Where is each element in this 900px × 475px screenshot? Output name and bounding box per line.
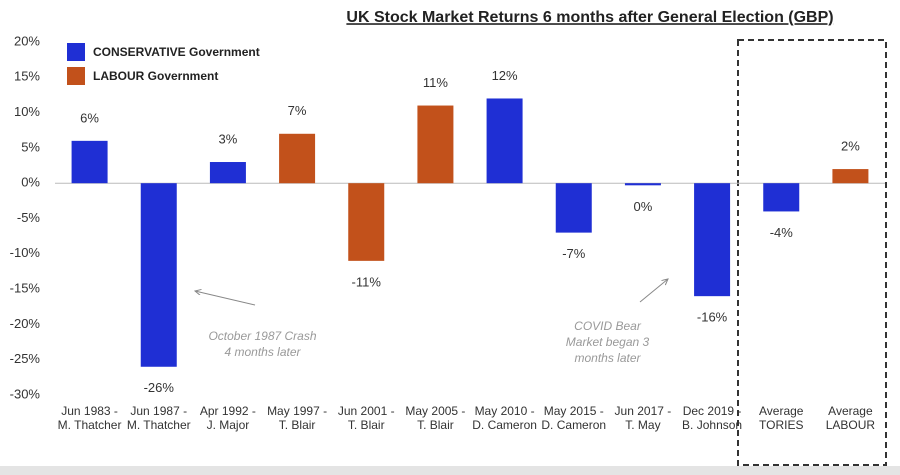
bar bbox=[624, 183, 661, 186]
legend-swatch bbox=[67, 43, 85, 61]
value-label: 7% bbox=[288, 103, 307, 118]
bottom-strip bbox=[0, 466, 900, 475]
arrow bbox=[639, 279, 668, 303]
annotation: October 1987 Crash 4 months later bbox=[208, 329, 317, 359]
x-tick-label: Average LABOUR bbox=[825, 404, 876, 432]
bar bbox=[279, 133, 316, 184]
value-label: -7% bbox=[562, 246, 586, 261]
x-tick-label: May 2010 - D. Cameron bbox=[472, 404, 537, 432]
bar bbox=[140, 183, 177, 367]
bar bbox=[348, 183, 385, 261]
y-tick-label: -25% bbox=[10, 351, 41, 366]
x-tick-label: Apr 1992 - J. Major bbox=[199, 404, 256, 432]
x-tick-label: Jun 1987 - M. Thatcher bbox=[126, 404, 191, 432]
value-label: 6% bbox=[80, 110, 99, 125]
x-tick-label: May 2005 - T. Blair bbox=[405, 404, 466, 432]
x-tick-label: Dec 2019 - B. Johnson bbox=[682, 404, 743, 432]
value-label: -4% bbox=[770, 225, 794, 240]
bar bbox=[71, 140, 108, 184]
bar bbox=[694, 183, 731, 297]
y-tick-label: -15% bbox=[10, 281, 41, 296]
y-tick-label: -30% bbox=[10, 386, 41, 401]
x-tick-label: Average TORIES bbox=[758, 404, 804, 432]
average-box bbox=[737, 39, 887, 466]
legend-label: LABOUR Government bbox=[93, 69, 218, 83]
x-tick-label: May 2015 - D. Cameron bbox=[541, 404, 607, 432]
bar bbox=[417, 105, 454, 184]
y-tick-label: 20% bbox=[14, 33, 40, 48]
legend-label: CONSERVATIVE Government bbox=[93, 45, 260, 59]
arrow bbox=[195, 291, 256, 306]
value-label: 2% bbox=[841, 139, 860, 154]
value-label: 3% bbox=[219, 131, 238, 146]
annotation: COVID Bear Market began 3 months later bbox=[565, 319, 650, 365]
value-label: -26% bbox=[144, 380, 175, 395]
y-tick-label: 5% bbox=[21, 139, 40, 154]
chart-title: UK Stock Market Returns 6 months after G… bbox=[346, 9, 833, 26]
bar bbox=[209, 162, 246, 184]
y-tick-label: 0% bbox=[21, 175, 40, 190]
y-tick-label: -10% bbox=[10, 245, 41, 260]
x-tick-label: May 1997 - T. Blair bbox=[267, 404, 328, 432]
value-label: 11% bbox=[423, 75, 448, 90]
x-tick-label: Jun 2001 - T. Blair bbox=[337, 404, 395, 432]
bar bbox=[555, 183, 592, 233]
y-tick-label: -5% bbox=[17, 210, 41, 225]
value-label: 12% bbox=[492, 68, 518, 83]
value-label: 0% bbox=[634, 199, 653, 214]
y-tick-label: -20% bbox=[10, 316, 41, 331]
value-label: -16% bbox=[697, 310, 728, 325]
bar bbox=[832, 169, 869, 184]
x-tick-label: Jun 2017 - T. May bbox=[614, 404, 672, 432]
x-tick-label: Jun 1983 - M. Thatcher bbox=[57, 404, 122, 432]
value-label: -11% bbox=[352, 274, 382, 289]
y-tick-label: 15% bbox=[14, 69, 40, 84]
bar bbox=[763, 183, 800, 212]
bar bbox=[486, 98, 523, 184]
y-tick-label: 10% bbox=[14, 104, 40, 119]
legend-swatch bbox=[67, 67, 85, 85]
